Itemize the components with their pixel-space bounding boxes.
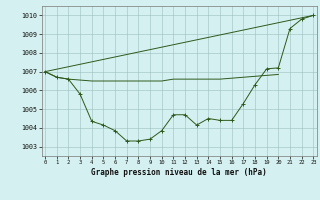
X-axis label: Graphe pression niveau de la mer (hPa): Graphe pression niveau de la mer (hPa)	[91, 168, 267, 177]
